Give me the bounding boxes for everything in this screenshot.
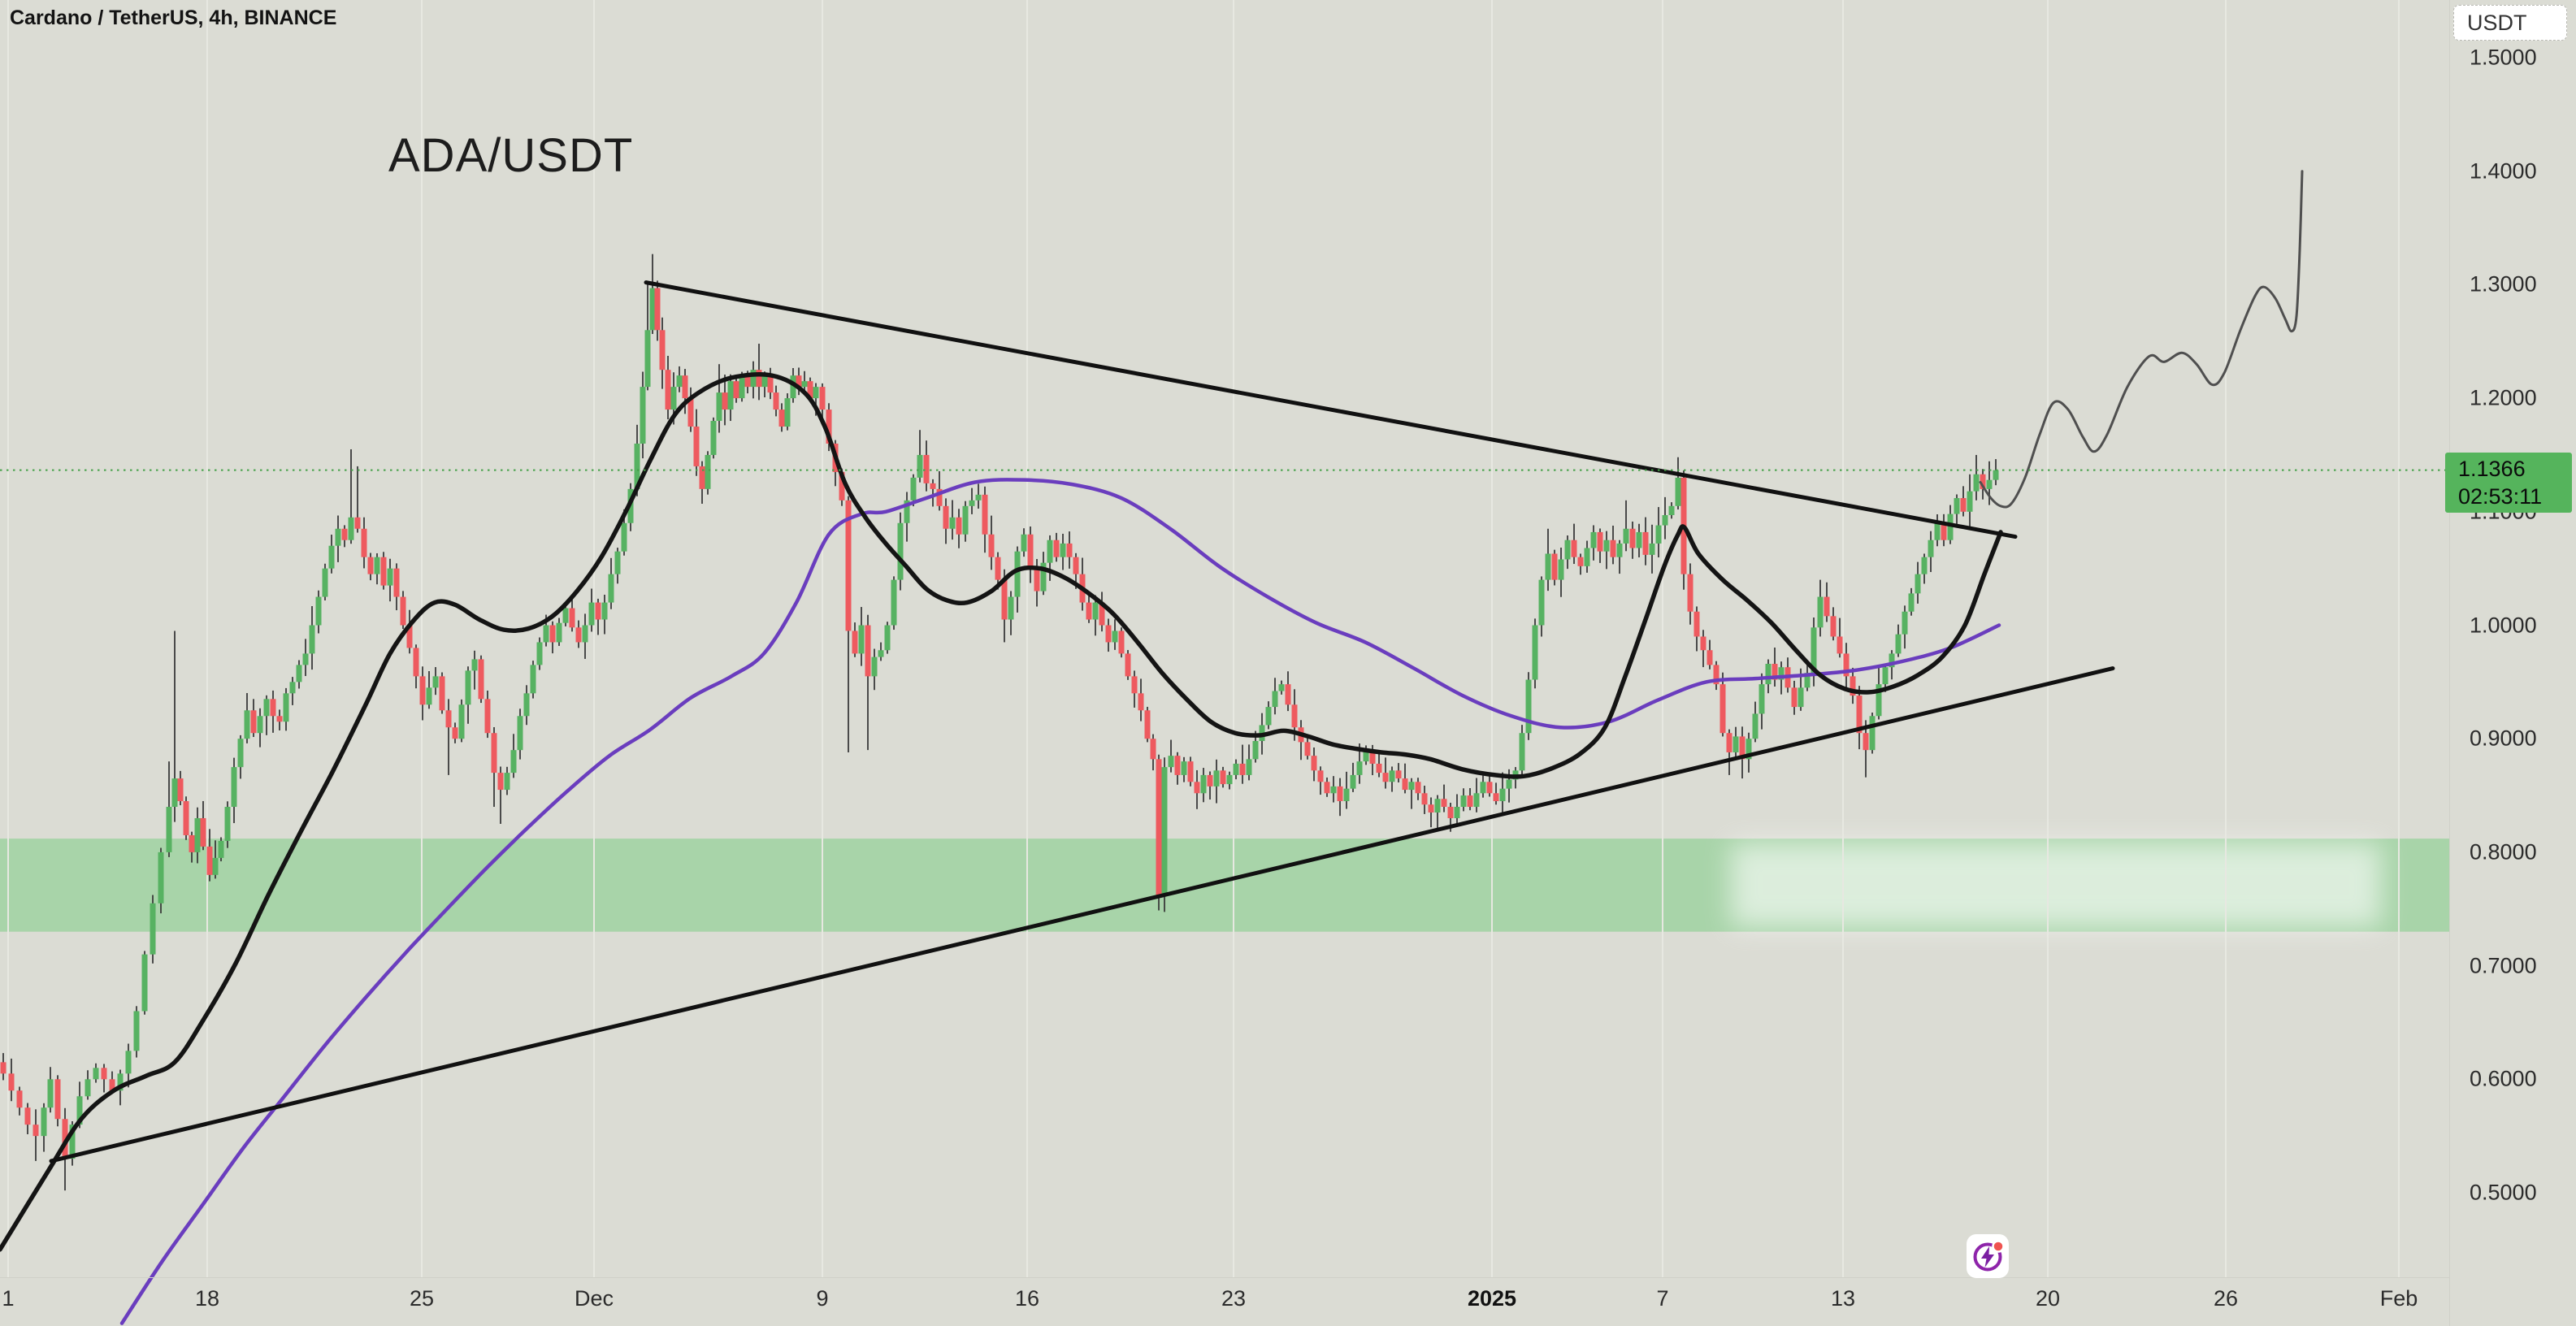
trendline-lower[interactable] (49, 666, 2115, 1164)
price-trace-black (0, 372, 2003, 1252)
time-axis-label: 23 (1221, 1286, 1247, 1311)
price-axis-label: 0.8000 (2470, 839, 2537, 864)
time-axis-label: 26 (2213, 1286, 2239, 1311)
time-axis[interactable]: 1 18 25 Dec 9 16 23 2025 7 13 20 26 Feb (0, 1277, 2449, 1326)
symbol-title: Cardano / TetherUS, 4h, BINANCE (10, 6, 337, 29)
price-axis-label: 1.4000 (2470, 158, 2537, 184)
price-axis[interactable]: USDT 1.50001.40001.30001.20001.10001.000… (2445, 0, 2576, 1326)
price-axis-label: 0.5000 (2470, 1180, 2537, 1205)
price-axis-label: 1.2000 (2470, 385, 2537, 410)
time-axis-label: 16 (1014, 1286, 1040, 1311)
trendline-upper[interactable] (644, 280, 2018, 540)
time-axis-label: Dec (574, 1286, 614, 1311)
current-price-value: 1.1366 (2458, 457, 2526, 481)
time-axis-label: 2025 (1467, 1286, 1517, 1311)
currency-button[interactable]: USDT (2453, 5, 2567, 41)
price-axis-label: 0.7000 (2470, 953, 2537, 978)
time-axis-label: 18 (194, 1286, 220, 1311)
price-axis-label: 0.9000 (2470, 726, 2537, 751)
current-price-badge: 1.1366 02:53:11 (2445, 453, 2572, 513)
pair-annotation-label: ADA/USDT (388, 129, 634, 182)
time-axis-label: 7 (1656, 1286, 1669, 1311)
bar-countdown: 02:53:11 (2458, 484, 2543, 509)
price-axis-label: 1.3000 (2470, 271, 2537, 297)
price-axis-label: 0.6000 (2470, 1066, 2537, 1091)
ma-line-purple (119, 478, 2001, 1325)
support-zone (0, 838, 2449, 932)
time-axis-label: 1 (2, 1286, 15, 1311)
time-axis-label: 20 (2035, 1286, 2061, 1311)
time-axis-label: Feb (2379, 1286, 2418, 1311)
price-axis-label: 1.0000 (2470, 613, 2537, 637)
projection-line[interactable] (1979, 170, 2304, 509)
candlestick-series (0, 254, 1999, 1191)
lightning-logo-icon[interactable] (1967, 1234, 2009, 1278)
grid-lines (7, 0, 2400, 1277)
time-axis-label: 9 (816, 1286, 829, 1311)
price-axis-label: 1.5000 (2470, 45, 2537, 70)
time-axis-label: 25 (409, 1286, 435, 1311)
time-axis-label: 13 (1830, 1286, 1856, 1311)
